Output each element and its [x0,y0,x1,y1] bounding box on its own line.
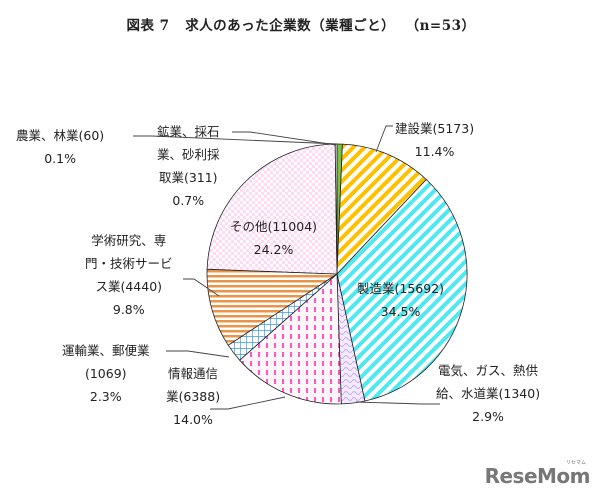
label-mining-percent: 0.7% [172,193,205,208]
label-academic: 学術研究、専 門・技術サービ ス業(4440) 9.8% [85,229,173,321]
title-main: 求人のあった企業数（業種ごと） [185,18,396,34]
slice-academic [206,268,339,346]
label-agriculture-name: 農業、林業(60) [16,128,105,143]
watermark-text: ReseMom [484,464,591,488]
label-other-percent: 24.2% [253,242,294,257]
label-utilities-percent: 2.9% [472,409,504,424]
label-academic-line1: 学術研究、専 [91,233,167,248]
label-manufacturing-name: 製造業(15692) [357,281,445,296]
label-other-name: その他(11004) [230,219,318,234]
title-n: （n=53） [405,18,476,34]
label-academic-line3: ス業(4440) [95,279,163,294]
label-info-comm: 情報通信 業(6388) 14.0% [166,362,220,431]
slice-manufacturing [336,178,468,402]
label-transport-name: 運輸業、郵便業 [62,343,150,358]
label-info-percent: 14.0% [173,412,213,427]
label-mining-line2: 業、砂利採 [157,147,220,162]
label-mining-line3: 取業(311) [158,170,218,185]
slice-info-comm [239,273,342,405]
label-other: その他(11004) 24.2% [230,215,317,261]
label-construction: 建設業(5173) 11.4% [395,117,474,163]
label-transport: 運輸業、郵便業 (1069) 2.3% [62,339,150,408]
label-academic-percent: 9.8% [112,302,145,317]
slice-other [206,143,338,275]
chart-title: 図表 7 求人のあった企業数（業種ごと） （n=53） [0,14,602,34]
label-utilities-line1: 電気、ガス、熱供 [438,363,539,378]
slice-construction [336,143,427,276]
label-manufacturing: 製造業(15692) 34.5% [357,277,444,323]
label-info-line1: 情報通信 [168,366,219,381]
label-utilities: 電気、ガス、熱供 給、水道業(1340) 2.9% [436,359,540,428]
label-agriculture-percent: 0.1% [44,151,76,166]
label-agriculture: 農業、林業(60) 0.1% [16,124,104,170]
leader-lines [133,125,440,410]
label-utilities-line2: 給、水道業(1340) [436,386,541,401]
watermark-logo: ReseMom リセマム [484,460,591,488]
label-construction-name: 建設業(5173) [395,121,475,136]
label-manufacturing-percent: 34.5% [380,304,421,319]
label-academic-line2: 門・技術サービ [85,256,173,271]
label-mining: 鉱業、採石 業、砂利採 取業(311) 0.7% [157,120,220,212]
watermark-small-text: リセマム [565,460,586,466]
label-info-line2: 業(6388) [166,389,221,404]
label-mining-line1: 鉱業、採石 [157,124,220,139]
label-construction-percent: 11.4% [414,144,455,159]
label-transport-percent: 2.3% [89,389,122,404]
figure-number: 図表 7 [126,18,170,34]
label-transport-value: (1069) [84,366,127,381]
